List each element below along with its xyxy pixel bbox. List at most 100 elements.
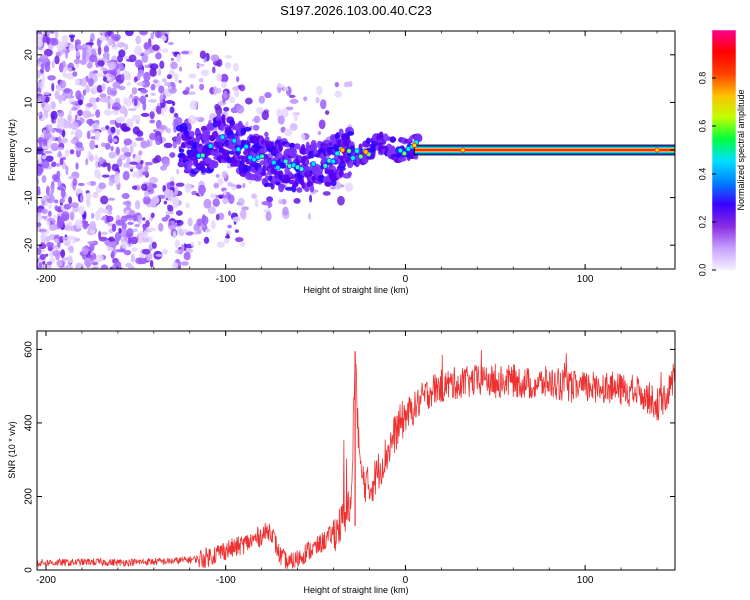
spectral-blob <box>95 109 101 118</box>
spectral-blob <box>222 97 226 104</box>
spectral-blob <box>283 86 289 92</box>
spectral-blob <box>162 158 170 168</box>
chart-title: S197.2026.103.00.40.C23 <box>280 3 432 18</box>
spectral-blob <box>145 220 150 228</box>
spectral-blob <box>126 228 134 238</box>
spectral-blob <box>126 81 132 87</box>
spectral-blob <box>162 48 169 53</box>
trace-peak <box>322 163 329 169</box>
spectral-blob <box>49 31 55 34</box>
spectral-blob <box>110 69 119 76</box>
spectral-blob <box>64 149 70 158</box>
spectral-blob <box>98 182 107 190</box>
spectral-blob <box>133 45 143 56</box>
spectral-blob <box>139 31 148 36</box>
spectral-blob <box>210 54 220 62</box>
spectral-blob <box>92 193 99 199</box>
spectral-blob <box>51 136 56 142</box>
spectral-blob <box>120 146 130 153</box>
spectral-blob <box>61 129 66 138</box>
spectral-blob <box>43 48 53 57</box>
snr-xtick-label: 0 <box>403 575 409 586</box>
spectral-blob <box>79 59 87 65</box>
spectral-blob <box>277 115 285 125</box>
spectral-blob <box>39 253 47 260</box>
trace-peak <box>231 137 238 144</box>
spectral-blob <box>95 144 99 149</box>
snr-ytick-label: 600 <box>24 341 35 358</box>
spectral-blob <box>96 96 100 103</box>
spectral-blob <box>130 236 139 245</box>
spectral-blob <box>111 223 117 232</box>
spectral-blob <box>334 90 342 98</box>
spectral-blob <box>48 124 53 131</box>
trace-blob <box>324 181 332 187</box>
spectral-blob <box>57 179 62 189</box>
spectral-blob <box>101 174 110 178</box>
bottom-y-axis-label: SNR (10 * v/v) <box>7 421 17 479</box>
spectral-blob <box>288 94 296 98</box>
spectral-blob <box>218 194 224 200</box>
spectral-blob <box>87 241 96 245</box>
spectral-blob <box>118 227 122 234</box>
spectral-blob <box>90 212 95 219</box>
spectral-blob <box>67 246 73 251</box>
spectral-blob <box>91 261 98 266</box>
spectral-blob <box>55 51 61 57</box>
spectral-blob <box>169 106 175 114</box>
spectral-blob <box>64 264 74 269</box>
spectral-blob <box>107 61 117 70</box>
spectral-blob <box>85 42 95 46</box>
spectral-blob <box>71 67 76 71</box>
spectral-blob <box>119 105 127 114</box>
spectral-blob <box>120 237 125 243</box>
spectral-blob <box>38 261 43 269</box>
snr-frame <box>36 330 676 571</box>
trace-blob <box>374 141 384 146</box>
trace-blob <box>243 126 252 132</box>
spectral-blob <box>108 241 117 249</box>
spectral-blob <box>57 110 65 117</box>
spectral-blob <box>176 168 180 175</box>
spectral-blob <box>180 261 189 266</box>
spectral-blob <box>110 126 116 134</box>
spectral-blob <box>52 215 59 219</box>
spectral-blob <box>238 84 246 92</box>
spectral-blob <box>334 81 340 88</box>
trace-blob <box>233 159 242 167</box>
spectrogram-ytick-label: -20 <box>24 238 35 253</box>
spectral-blob <box>169 181 175 187</box>
spectral-blob <box>143 196 151 205</box>
spectral-blob <box>239 209 247 219</box>
spectral-blob <box>37 222 42 227</box>
trace-peak <box>207 143 214 149</box>
spectral-blob <box>50 143 59 152</box>
spectral-blob <box>229 96 236 104</box>
spectral-blob <box>121 126 131 132</box>
spectral-blob <box>141 183 148 191</box>
spectral-blob <box>115 249 125 253</box>
spectral-blob <box>222 197 229 205</box>
spectral-blob <box>178 66 183 72</box>
spectral-blob <box>131 185 138 190</box>
trace-blob <box>220 122 225 132</box>
spectral-blob <box>144 161 154 166</box>
spectral-blob <box>152 79 159 84</box>
spectral-blob <box>135 169 141 179</box>
spectral-blob <box>104 142 111 150</box>
spectral-blob <box>165 214 170 219</box>
spectral-blob <box>158 85 165 94</box>
spectral-blob <box>100 142 107 147</box>
spectral-blob <box>265 211 272 222</box>
spectral-blob <box>240 241 246 247</box>
trace-peak <box>350 155 356 161</box>
spectral-blob <box>135 35 141 45</box>
spectral-blob <box>136 130 144 138</box>
trace-blob <box>263 158 270 167</box>
spectral-blob <box>149 63 159 70</box>
spectral-blob <box>97 45 102 56</box>
spectral-blob <box>63 203 72 210</box>
spectral-blob <box>112 81 121 89</box>
spectral-blob <box>71 240 77 244</box>
